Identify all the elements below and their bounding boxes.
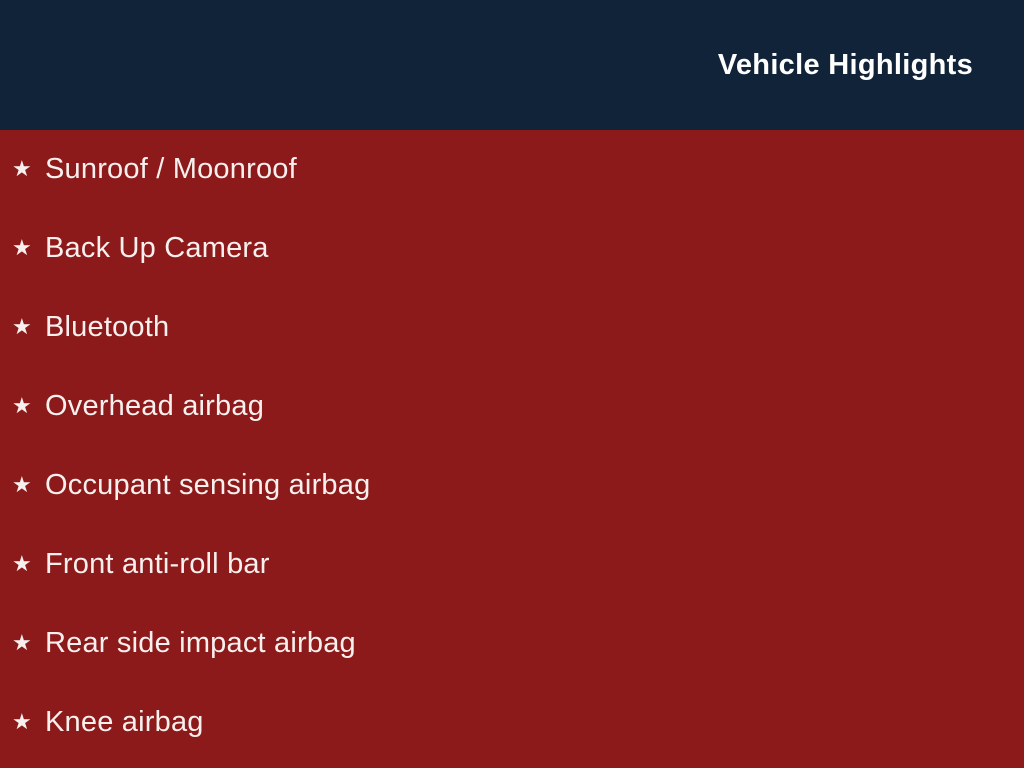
star-icon: ★ [12, 393, 32, 419]
feature-list: ★ Sunroof / Moonroof ★ Back Up Camera ★ … [0, 130, 1024, 762]
list-item-label: Front anti-roll bar [45, 548, 270, 580]
star-icon: ★ [12, 630, 32, 656]
list-item-label: Bluetooth [45, 311, 170, 343]
list-item: ★ Bluetooth [0, 288, 1024, 367]
star-icon: ★ [12, 156, 32, 182]
star-icon: ★ [12, 472, 32, 498]
list-item-label: Overhead airbag [45, 390, 265, 422]
star-icon: ★ [12, 314, 32, 340]
list-item: ★ Overhead airbag [0, 367, 1024, 446]
list-item: ★ Rear side impact airbag [0, 604, 1024, 683]
star-icon: ★ [12, 235, 32, 261]
list-item-label: Knee airbag [45, 706, 204, 738]
list-item: ★ Knee airbag [0, 683, 1024, 762]
list-item-label: Sunroof / Moonroof [45, 153, 297, 185]
list-item: ★ Front anti-roll bar [0, 525, 1024, 604]
list-item: ★ Back Up Camera [0, 209, 1024, 288]
header-bar: Vehicle Highlights [0, 0, 1024, 130]
list-item: ★ Occupant sensing airbag [0, 446, 1024, 525]
list-item: ★ Sunroof / Moonroof [0, 130, 1024, 209]
list-item-label: Rear side impact airbag [45, 627, 356, 659]
list-item-label: Occupant sensing airbag [45, 469, 371, 501]
page-title: Vehicle Highlights [717, 48, 973, 81]
list-item-label: Back Up Camera [45, 232, 269, 264]
star-icon: ★ [12, 551, 32, 577]
star-icon: ★ [12, 709, 32, 735]
